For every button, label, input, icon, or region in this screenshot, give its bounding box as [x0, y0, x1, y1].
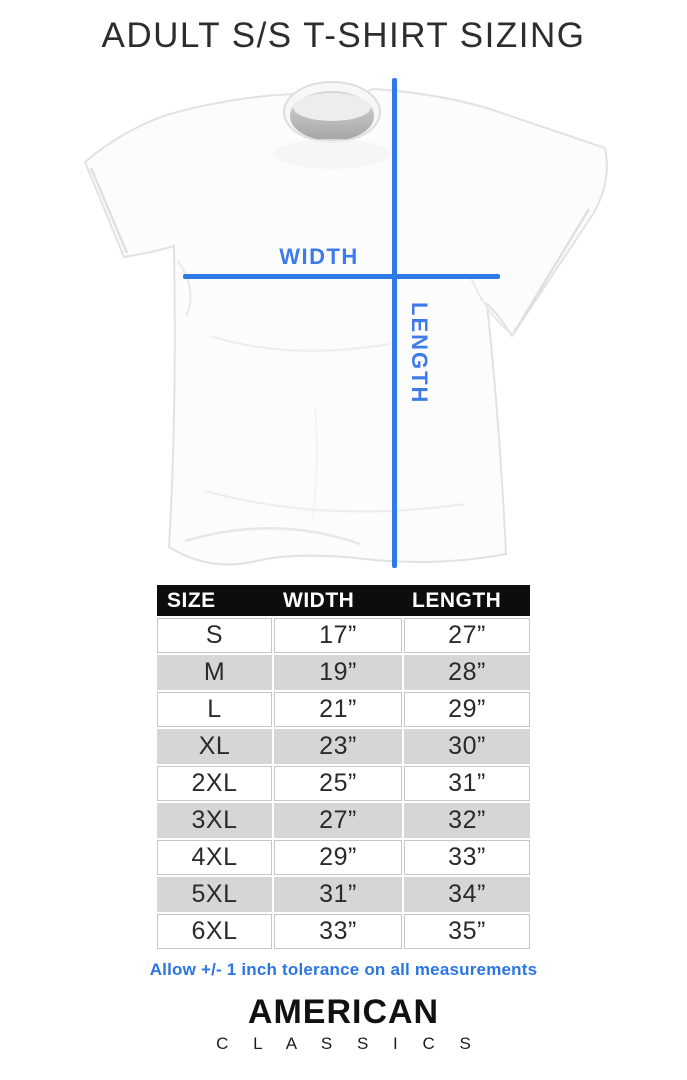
table-cell-length: 35” [404, 914, 530, 949]
brand-logo: AMERICAN C L A S S I C S [0, 993, 687, 1054]
table-cell-width: 25” [274, 766, 402, 801]
table-cell-size: 5XL [157, 877, 272, 912]
table-cell-width: 27” [274, 803, 402, 838]
table-cell-size: XL [157, 729, 272, 764]
wrinkle [177, 260, 192, 317]
table-cell-width: 33” [274, 914, 402, 949]
table-cell-length: 30” [404, 729, 530, 764]
table-row: M 19” 28” [157, 655, 530, 690]
size-table-header: SIZE WIDTH LENGTH [157, 585, 530, 616]
table-row: 3XL 27” 32” [157, 803, 530, 838]
column-header-length: LENGTH [412, 588, 502, 612]
length-measure-line [392, 78, 397, 568]
left-cuff-fold [89, 167, 129, 254]
table-row: 2XL 25” 31” [157, 766, 530, 801]
tshirt-image [83, 81, 608, 566]
tshirt-body [83, 87, 608, 566]
column-header-size: SIZE [167, 588, 216, 612]
page-title: ADULT S/S T-SHIRT SIZING [101, 16, 586, 55]
table-row: 4XL 29” 33” [157, 840, 530, 875]
table-row: XL 23” 30” [157, 729, 530, 764]
table-cell-length: 32” [404, 803, 530, 838]
wrinkle [204, 490, 466, 513]
table-row: S 17” 27” [157, 618, 530, 653]
table-cell-width: 17” [274, 618, 402, 653]
table-cell-width: 21” [274, 692, 402, 727]
width-label: WIDTH [279, 244, 359, 269]
tshirt-diagram: WIDTH LENGTH [60, 76, 620, 581]
table-cell-length: 31” [404, 766, 530, 801]
table-cell-length: 29” [404, 692, 530, 727]
table-cell-width: 19” [274, 655, 402, 690]
tolerance-note: Allow +/- 1 inch tolerance on all measur… [149, 960, 538, 979]
size-table: SIZE WIDTH LENGTH S 17” 27” M 19” 28” L … [157, 585, 530, 949]
table-cell-width: 29” [274, 840, 402, 875]
table-cell-size: 4XL [157, 840, 272, 875]
table-row: 6XL 33” 35” [157, 914, 530, 949]
wrinkle [209, 335, 391, 352]
hem-fold [184, 527, 361, 546]
size-table-body: S 17” 27” M 19” 28” L 21” 29” XL 23” 30”… [157, 618, 530, 949]
table-cell-size: 6XL [157, 914, 272, 949]
table-cell-size: S [157, 618, 272, 653]
table-cell-width: 23” [274, 729, 402, 764]
table-row: 5XL 31” 34” [157, 877, 530, 912]
table-cell-size: 3XL [157, 803, 272, 838]
table-cell-size: 2XL [157, 766, 272, 801]
tshirt-collar-shadow [274, 139, 390, 169]
wrinkle [311, 405, 318, 522]
table-cell-length: 27” [404, 618, 530, 653]
width-measure-line [183, 274, 500, 279]
table-row: L 21” 29” [157, 692, 530, 727]
right-cuff-fold [513, 208, 591, 332]
table-cell-size: M [157, 655, 272, 690]
table-cell-length: 34” [404, 877, 530, 912]
table-cell-length: 28” [404, 655, 530, 690]
length-label: LENGTH [407, 302, 432, 405]
table-cell-length: 33” [404, 840, 530, 875]
table-cell-size: L [157, 692, 272, 727]
tshirt-collar-back [293, 93, 371, 121]
brand-name-classics: C L A S S I C S [216, 1033, 481, 1053]
table-cell-width: 31” [274, 877, 402, 912]
wrinkle [469, 275, 509, 332]
brand-name-american: AMERICAN [247, 993, 440, 1031]
column-header-width: WIDTH [283, 588, 355, 612]
